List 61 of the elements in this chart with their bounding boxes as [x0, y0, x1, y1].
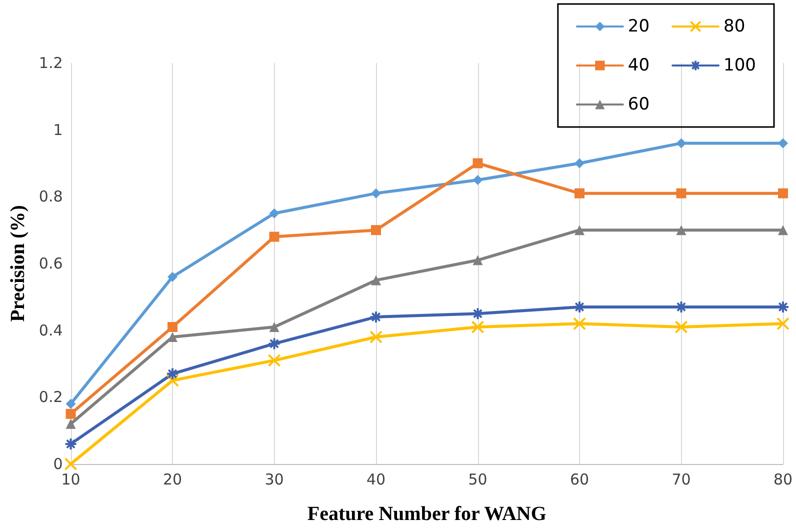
point	[574, 225, 584, 236]
point	[66, 398, 76, 409]
point	[674, 300, 688, 314]
point	[778, 138, 788, 148]
x-tick-label: 40	[366, 470, 386, 488]
x-axis-title: Feature Number for WANG	[307, 503, 547, 525]
point	[676, 225, 686, 236]
y-tick-label: 0.6	[38, 254, 63, 272]
legend-label: 80	[724, 16, 746, 36]
point	[676, 188, 686, 198]
point	[269, 232, 280, 242]
point	[778, 188, 788, 198]
point	[471, 307, 484, 320]
x-tick-label: 70	[672, 470, 691, 488]
point	[371, 275, 382, 286]
point	[674, 320, 688, 334]
point	[166, 374, 180, 387]
point	[574, 158, 584, 168]
x-tick-label: 20	[162, 470, 182, 488]
legend-label: 60	[628, 94, 650, 114]
point	[66, 408, 76, 419]
point	[472, 174, 483, 185]
point	[269, 322, 280, 332]
point	[66, 418, 76, 429]
point	[168, 332, 178, 342]
point	[776, 300, 790, 314]
point	[268, 337, 281, 350]
point	[778, 225, 788, 236]
y-axis-title: Precision (%)	[7, 205, 29, 322]
y-tick-label: 1	[53, 120, 63, 139]
point	[472, 158, 483, 168]
x-tick-label: 10	[61, 470, 80, 488]
y-tick-label: 0.8	[38, 188, 63, 206]
legend-label: 100	[724, 56, 756, 76]
point	[64, 437, 78, 450]
x-tick-label: 60	[570, 470, 590, 488]
x-tick-label: 30	[264, 470, 284, 488]
y-tick-label: 0.4	[38, 321, 63, 340]
point	[168, 322, 178, 332]
y-tick-label: 0	[53, 455, 63, 473]
point	[371, 188, 382, 198]
point	[573, 300, 586, 314]
y-tick-label: 0.2	[38, 388, 63, 406]
x-tick-label: 80	[773, 470, 793, 488]
point	[471, 320, 484, 334]
point	[371, 225, 382, 236]
point	[573, 317, 586, 330]
point	[776, 317, 790, 330]
point	[574, 188, 584, 198]
point	[168, 272, 178, 282]
legend-label: 20	[628, 16, 650, 36]
y-tick-label: 1.2	[38, 54, 63, 72]
point	[472, 255, 483, 266]
point	[370, 330, 383, 344]
point	[268, 354, 281, 367]
x-tick-label: 50	[468, 470, 488, 488]
point	[269, 208, 280, 218]
legend-label: 40	[628, 56, 650, 76]
point	[166, 367, 180, 380]
point	[676, 138, 686, 148]
point	[64, 458, 78, 470]
